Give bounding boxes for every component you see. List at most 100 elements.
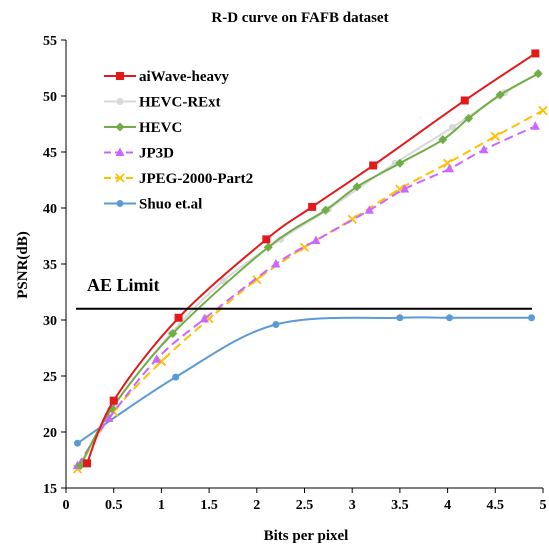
- data-point-jp3d: [530, 121, 540, 130]
- legend-marker-hevc-rext: [116, 98, 124, 105]
- marker-stroke: [490, 131, 500, 141]
- x-tick-label: 0: [63, 498, 70, 513]
- data-point-jp3d: [479, 144, 489, 154]
- series-aiwave-heavy: [82, 49, 540, 468]
- legend-entry-jpeg-2000-part2: JPEG-2000-Part2: [104, 171, 253, 187]
- data-point-jp3d: [199, 313, 209, 323]
- series-line-shuo-et-al: [76, 316, 532, 445]
- data-point-hevc: [438, 135, 448, 145]
- data-point-aiwave-heavy: [460, 96, 469, 105]
- data-point-jp3d: [311, 235, 321, 244]
- y-tick-label: 25: [43, 370, 57, 385]
- data-point-shuo-et-al: [73, 439, 81, 447]
- series-jp3d: [72, 121, 540, 470]
- series-shuo-et-al: [73, 314, 536, 447]
- series-line-hevc: [79, 72, 539, 467]
- x-tick-label: 5: [540, 498, 547, 513]
- data-point-hevc: [168, 328, 178, 338]
- y-tick-label: 30: [43, 314, 57, 329]
- series-line-aiwave-heavy: [86, 52, 536, 464]
- marker-stroke: [252, 275, 262, 285]
- legend-entry-shuo-et-al: Shuo et.al: [104, 197, 202, 213]
- legend-label-hevc-rext: HEVC-RExt: [139, 95, 221, 111]
- data-point-jp3d: [271, 259, 281, 268]
- legend-marker-jpeg-2000-part2: [115, 173, 125, 183]
- annotation-layer: AE Limit: [76, 275, 532, 310]
- data-point-jpeg-2000-part2: [538, 105, 548, 116]
- data-point-hevc: [533, 69, 543, 79]
- data-point-hevc: [464, 113, 474, 123]
- marker-stroke: [442, 158, 453, 168]
- legend-entry-aiwave-heavy: aiWave-heavy: [104, 69, 229, 85]
- legend-label-shuo-et-al: Shuo et.al: [139, 197, 202, 213]
- data-point-shuo-et-al: [528, 314, 536, 322]
- legend-marker-hevc: [115, 122, 125, 132]
- data-point-jp3d: [400, 183, 410, 193]
- data-point-hevc: [495, 90, 505, 100]
- x-tick-label: 1: [158, 498, 165, 513]
- series-layer: [72, 49, 548, 474]
- data-point-aiwave-heavy: [109, 396, 118, 405]
- legend-label-aiwave-heavy: aiWave-heavy: [139, 69, 229, 85]
- legend-label-jp3d: JP3D: [139, 146, 174, 162]
- y-axis-label: PSNR(dB): [15, 231, 31, 299]
- data-point-aiwave-heavy: [82, 459, 91, 468]
- marker-stroke: [156, 356, 167, 367]
- legend-marker-aiwave-heavy: [116, 72, 124, 80]
- chart-title: R-D curve on FAFB dataset: [211, 10, 388, 26]
- data-point-shuo-et-al: [172, 373, 180, 381]
- marker-stroke: [115, 173, 125, 183]
- data-point-aiwave-heavy: [531, 49, 540, 58]
- series-line-jpeg-2000-part2: [76, 109, 544, 470]
- y-tick-label: 40: [43, 202, 57, 217]
- data-point-jp3d: [445, 163, 455, 173]
- series-jpeg-2000-part2: [72, 105, 548, 474]
- legend: aiWave-heavy HEVC-RExt HEVC JP3D JPEG-2000-P…: [104, 69, 253, 213]
- marker-stroke: [395, 184, 405, 194]
- data-point-aiwave-heavy: [262, 235, 271, 244]
- y-tick-label: 45: [43, 146, 57, 161]
- data-point-jp3d: [364, 205, 374, 214]
- data-point-hevc: [320, 205, 330, 215]
- data-point-hevc: [75, 461, 85, 471]
- x-tick-label: 0.5: [105, 498, 123, 513]
- data-point-jp3d: [104, 413, 114, 423]
- data-point-shuo-et-al: [446, 314, 454, 322]
- data-point-shuo-et-al: [396, 314, 404, 322]
- legend-label-jpeg-2000-part2: JPEG-2000-Part2: [139, 171, 253, 187]
- x-tick-label: 2.5: [296, 498, 314, 513]
- legend-entry-jp3d: JP3D: [104, 146, 174, 162]
- x-axis-label: Bits per pixel: [264, 528, 349, 544]
- x-tick-label: 1.5: [200, 498, 218, 513]
- x-tick-label: 3.5: [391, 498, 409, 513]
- y-tick-label: 50: [43, 90, 57, 105]
- data-point-jpeg-2000-part2: [252, 275, 262, 285]
- data-point-hevc: [263, 242, 273, 252]
- x-tick-label: 3: [349, 498, 356, 513]
- data-point-jp3d: [152, 354, 162, 363]
- data-point-hevc-rext: [448, 123, 456, 131]
- legend-marker-shuo-et-al: [116, 200, 124, 207]
- x-tick-label: 4: [444, 498, 451, 513]
- data-point-hevc-rext: [219, 277, 227, 285]
- data-point-aiwave-heavy: [369, 161, 378, 170]
- legend-label-hevc: HEVC: [139, 120, 182, 136]
- data-point-aiwave-heavy: [308, 202, 317, 211]
- axes: 0 0.5 1 1.5 2 2.5 3 3.5 4 4.5 5 15 20 25 30 35 40 45 50 55: [43, 34, 547, 513]
- y-tick-label: 15: [43, 482, 57, 497]
- data-point-hevc: [352, 182, 362, 192]
- y-tick-label: 35: [43, 258, 57, 273]
- x-tick-label: 4.5: [487, 498, 505, 513]
- data-point-shuo-et-al: [272, 320, 280, 328]
- data-point-hevc: [395, 158, 405, 168]
- x-tick-label: 2: [253, 498, 260, 513]
- legend-entry-hevc: HEVC: [104, 120, 182, 136]
- data-point-jpeg-2000-part2: [490, 131, 500, 141]
- data-point-aiwave-heavy: [174, 313, 183, 322]
- legend-entry-hevc-rext: HEVC-RExt: [104, 95, 221, 111]
- y-tick-label: 55: [43, 34, 57, 49]
- y-tick-label: 20: [43, 426, 57, 441]
- legend-marker-jp3d: [115, 147, 125, 156]
- marker-stroke: [538, 105, 548, 116]
